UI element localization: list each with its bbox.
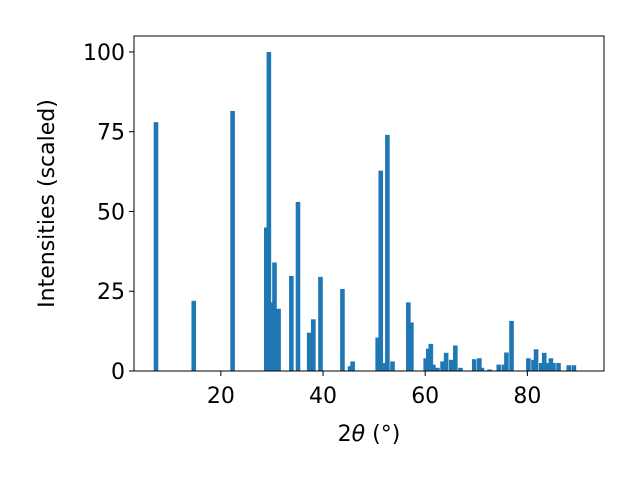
bar <box>153 122 159 371</box>
bar <box>544 363 550 371</box>
plot-frame <box>133 35 605 372</box>
x-axis-label-symbol: θ <box>352 422 366 447</box>
bar <box>435 367 440 371</box>
bar <box>533 349 539 371</box>
bar <box>375 337 380 371</box>
bar <box>272 262 277 371</box>
y-axis-label: Intensities (scaled) <box>35 99 60 308</box>
bar <box>501 364 507 371</box>
bar <box>477 358 482 371</box>
bar-series <box>153 51 577 371</box>
bar <box>269 302 274 371</box>
bar <box>264 227 269 371</box>
bar <box>289 275 294 371</box>
x-axis-label-prefix: 2 <box>338 422 352 447</box>
bar <box>431 364 436 371</box>
bar <box>566 365 572 371</box>
bar <box>266 51 272 371</box>
bar <box>556 363 561 371</box>
bar <box>295 201 301 371</box>
y-tick-label: 100 <box>83 41 125 66</box>
y-tick-label: 50 <box>97 200 125 225</box>
y-tick-label: 0 <box>111 360 125 385</box>
bar <box>425 348 431 371</box>
bar <box>318 276 323 371</box>
x-axis-ticks: 20 40 60 80 <box>207 371 541 409</box>
x-tick-label: 20 <box>207 384 235 409</box>
bar <box>448 359 454 371</box>
bar <box>311 319 316 371</box>
bar <box>551 363 556 371</box>
bar <box>423 358 429 371</box>
bar <box>378 170 384 371</box>
x-tick-label: 80 <box>513 384 541 409</box>
bar <box>350 361 355 371</box>
bar <box>541 352 547 371</box>
y-tick-label: 75 <box>97 121 125 146</box>
bar <box>487 369 492 371</box>
bar <box>390 361 395 371</box>
bar <box>440 361 445 371</box>
bar <box>509 320 514 371</box>
bar <box>571 365 577 371</box>
bar <box>548 358 554 371</box>
bar <box>306 332 312 371</box>
x-axis-label: 2θ (°) <box>338 422 401 447</box>
bar <box>385 134 390 371</box>
x-tick-label: 40 <box>309 384 337 409</box>
bar <box>504 352 509 371</box>
bar <box>409 322 414 371</box>
bar <box>496 364 502 371</box>
bar <box>191 300 197 371</box>
bar <box>458 367 463 371</box>
bar <box>347 366 353 371</box>
bar <box>406 302 411 371</box>
y-axis-ticks: 0 25 50 75 100 <box>83 41 134 385</box>
y-tick-label: 25 <box>97 280 125 305</box>
bar <box>276 308 281 371</box>
bar <box>526 358 531 371</box>
bar <box>479 367 485 371</box>
bar <box>531 359 536 371</box>
x-tick-label: 60 <box>411 384 439 409</box>
bar <box>443 352 449 371</box>
bar <box>453 345 458 371</box>
bar <box>340 289 345 371</box>
bar <box>538 363 544 371</box>
bar <box>428 343 434 371</box>
bar <box>230 110 235 371</box>
x-axis-label-unit: (°) <box>365 422 400 447</box>
bar <box>471 359 477 371</box>
